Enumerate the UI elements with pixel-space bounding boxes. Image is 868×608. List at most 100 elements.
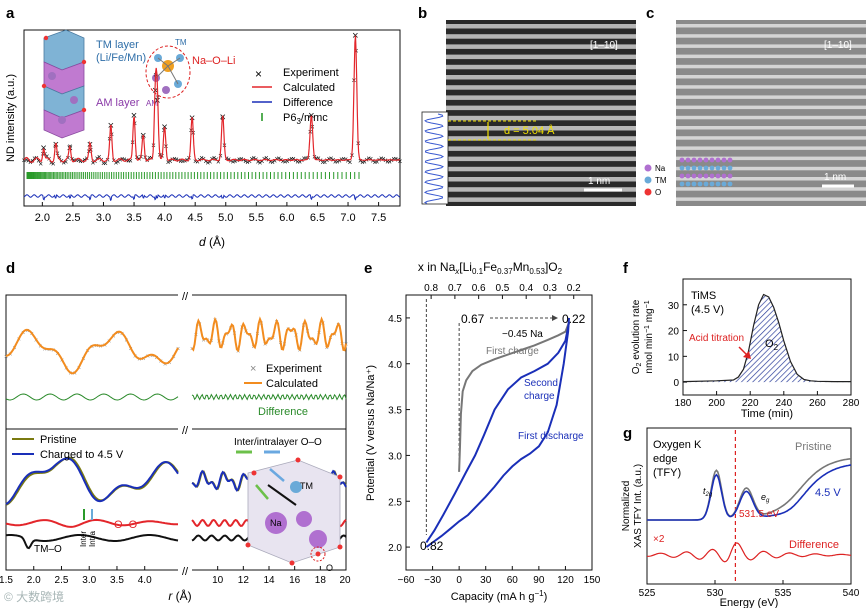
- c-fringe: [676, 64, 866, 69]
- a-x-tick-label: 4.5: [188, 212, 203, 224]
- d-inset-o: O: [326, 563, 333, 573]
- a-experiment-point: ×: [66, 154, 71, 163]
- d-crystal-inset: Inter/intralayer O–O: [234, 437, 343, 566]
- g-difference-label: Difference: [789, 539, 839, 551]
- d-legend-experiment: Experiment: [266, 363, 322, 375]
- c-atom: [721, 165, 727, 171]
- b-fringe: [446, 166, 636, 172]
- d-experiment-point: ×: [286, 327, 290, 334]
- a-experiment-point: ×: [180, 157, 185, 166]
- a-experiment-point: ×: [387, 158, 392, 167]
- a-experiment-point: ×: [26, 157, 31, 166]
- a-experiment-point: ×: [185, 155, 190, 164]
- d-experiment-point: ×: [298, 348, 302, 355]
- a-am-layer-label: AM layer: [96, 97, 140, 109]
- a-experiment-point: ×: [348, 158, 353, 167]
- a-experiment-point: ×: [245, 158, 250, 167]
- c-atom: [685, 173, 691, 179]
- e-y-tick-label: 2.0: [388, 543, 402, 554]
- e-x-tick-label: 30: [480, 575, 492, 586]
- f-plot-frame: [682, 278, 852, 396]
- d-experiment-point: ×: [8, 352, 12, 359]
- f-o2-area: [683, 294, 851, 383]
- panel-d: d // // // × ×××× × ××× × × × ×××× ××××× × × ××× × ××…: [0, 260, 351, 603]
- e-x-tick-label: −60: [398, 575, 415, 586]
- a-experiment-point: ×: [249, 155, 254, 164]
- d-x-tick-label: 12: [238, 575, 250, 586]
- c-atom: [703, 181, 709, 187]
- b-zone-axis: [1–10]: [590, 40, 618, 51]
- d-experiment-point: ×: [94, 343, 98, 350]
- d-experiment-point: ×: [290, 328, 294, 335]
- c-atom: [685, 181, 691, 187]
- d-oo-label: O–O: [114, 519, 138, 531]
- a-experiment-point: ×: [182, 157, 187, 166]
- a-experiment-point: ×: [345, 157, 350, 166]
- c-fringe: [676, 156, 866, 161]
- g-ev-label: 531.5 eV: [739, 509, 779, 520]
- a-difference-line: [23, 193, 401, 201]
- a-experiment-point: ×: [226, 155, 231, 164]
- a-tm-layer-label: TM layer: [96, 39, 139, 51]
- g-ylabel1: Normalized: [621, 481, 632, 532]
- a-experiment-point: ×: [373, 158, 378, 167]
- c-atom: [721, 173, 727, 179]
- a-experiment-point: ×: [45, 152, 50, 161]
- a-experiment-point: ×: [199, 154, 204, 163]
- c-atom: [703, 165, 709, 171]
- d-x-axis: 1.5 2.0 2.5 3.0 3.5 4.0 10 12 14 16 18 20: [0, 566, 351, 586]
- plot-frame-a: [23, 29, 401, 207]
- a-experiment-point: ×: [389, 156, 394, 165]
- a-x-tick-label: 2.5: [65, 212, 80, 224]
- a-experiment-point: ×: [316, 154, 321, 163]
- a-calculated-line: [23, 35, 400, 164]
- d-experiment-point: ×: [38, 343, 42, 350]
- e-ann-082: 0.82: [420, 539, 444, 553]
- g-t2g-label: t2g: [703, 486, 713, 498]
- d-calculated-line-left: [5, 328, 179, 375]
- c-legend-tm: TM: [655, 176, 667, 185]
- d-difference-line-left: [5, 393, 179, 401]
- a-experiment-point: ×: [178, 157, 183, 166]
- c-atom: [679, 173, 685, 179]
- c-atom: [721, 157, 727, 163]
- c-fringe: [676, 24, 866, 28]
- e-ylabel: Potential (V versus Na/Na⁺): [365, 365, 377, 501]
- d-difference-line-right: [191, 393, 347, 401]
- d-pristine-left: [5, 456, 179, 506]
- d-calculated-line-right: [191, 316, 347, 353]
- d-inter-intra-title: Inter/intralayer O–O: [234, 437, 322, 448]
- c-atom: [727, 173, 733, 179]
- f-o2-curve: [682, 293, 851, 383]
- c-fringe: [676, 54, 866, 59]
- c-atom: [727, 165, 733, 171]
- d-x-tick-label: 20: [339, 575, 351, 586]
- a-experiment-point: ×: [78, 157, 83, 166]
- a-experiment-point: ×: [360, 158, 365, 167]
- b-fringe: [446, 44, 636, 49]
- a-experiment-point: ×: [193, 157, 198, 166]
- svg-text://: //: [182, 425, 189, 437]
- panel-c: c [1–10] 1 nm Na TM O: [644, 5, 866, 206]
- c-atom: [703, 157, 709, 163]
- a-experiment-point: ×: [74, 156, 79, 165]
- a-experiment-point: ×: [375, 158, 380, 167]
- a-experiment-point: ×: [368, 154, 373, 163]
- a-experiment-point: ×: [205, 159, 210, 168]
- g-pristine-label: Pristine: [795, 441, 832, 453]
- d-experiment-point: ×: [137, 357, 141, 364]
- a-x-tick-label: 2.0: [35, 212, 50, 224]
- f-xlabel: Time (min): [741, 408, 793, 420]
- d-experiment-point: ×: [99, 344, 103, 351]
- d-legend-pristine: Pristine: [40, 434, 77, 446]
- e-x-tick-label: 60: [507, 575, 519, 586]
- a-experiment-point: ×: [243, 157, 248, 166]
- e-x-tick-label: 120: [557, 575, 574, 586]
- e-series-first-discharge: [425, 317, 570, 548]
- a-experiment-point: ×: [262, 154, 267, 163]
- d-frame: // // //: [5, 289, 347, 578]
- b-fringe: [446, 64, 636, 70]
- d-x-tick-label: 2.0: [27, 575, 41, 586]
- a-xlabel: d (Å): [199, 234, 225, 249]
- c-atom: [691, 157, 697, 163]
